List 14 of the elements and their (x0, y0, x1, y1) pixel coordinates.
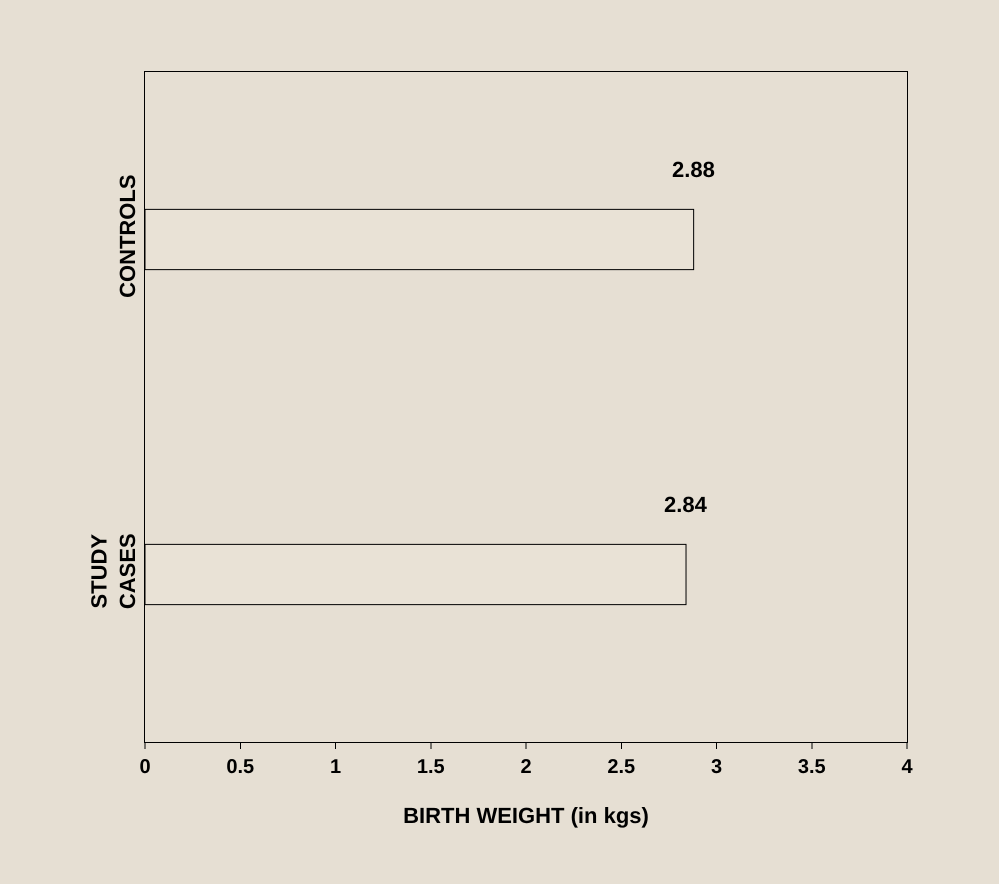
x-tick-label: 3 (710, 756, 722, 778)
x-tick-label: 1 (330, 756, 342, 778)
data-label: 2.84 (664, 492, 708, 517)
y-tick-label: STUDY CASES (86, 533, 140, 610)
x-tick-label: 4 (901, 756, 914, 778)
x-tick-label: 2.5 (607, 756, 636, 778)
x-tick-label: 1.5 (416, 756, 445, 778)
y-tick-label: CONTROLS (115, 174, 140, 298)
data-label: 2.88 (672, 157, 715, 182)
x-tick-label: 0 (139, 756, 151, 778)
x-tick-label: 2 (520, 756, 532, 778)
x-tick-label: 3.5 (798, 756, 826, 778)
x-axis-title: BIRTH WEIGHT (in kgs) (403, 802, 649, 828)
x-tick-label: 0.5 (226, 756, 254, 778)
